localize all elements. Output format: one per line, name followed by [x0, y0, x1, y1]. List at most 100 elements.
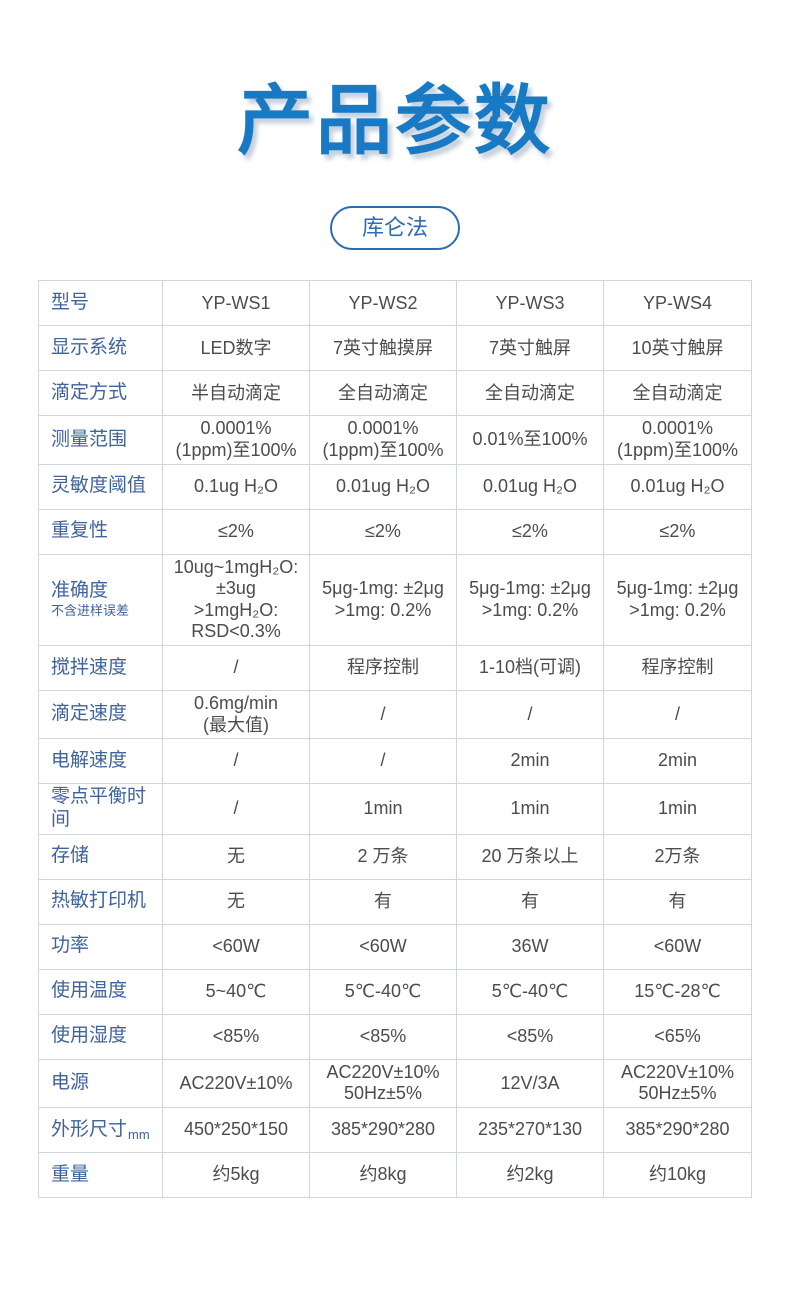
spec-row: 热敏打印机无有有有: [38, 878, 752, 925]
spec-value: <85%: [162, 1013, 310, 1060]
row-label-note: 不含进样误差: [51, 602, 130, 618]
spec-value: 2 万条: [309, 833, 457, 880]
spec-value: 235*270*130: [456, 1106, 604, 1153]
spec-row: 电源 AC220V±10% AC220V±10% 50Hz±5% 12V/3A AC22…: [38, 1058, 752, 1108]
spec-value: 5℃-40℃: [309, 968, 457, 1015]
spec-value: 5μg-1mg: ±2μg >1mg: 0.2%: [603, 553, 752, 646]
spec-value: <85%: [456, 1013, 604, 1060]
spec-value: 10英寸触屏: [603, 325, 752, 372]
spec-row: 准确度 不含进样误差 10ug~1mgH₂O: ±3ug >1mgH₂O: RSD<…: [38, 553, 752, 646]
row-label: 电源: [38, 1058, 163, 1108]
spec-value: 1min: [603, 783, 752, 835]
spec-value: 5μg-1mg: ±2μg >1mg: 0.2%: [456, 553, 604, 646]
spec-value: 0.01ug H₂O: [309, 463, 457, 510]
spec-row: 重量 约5kg 约8kg 约2kg 约10kg: [38, 1151, 752, 1198]
spec-value: 2min: [603, 738, 752, 785]
spec-row: 功率 <60W <60W 36W <60W: [38, 923, 752, 970]
spec-value: 36W: [456, 923, 604, 970]
spec-value: 约5kg: [162, 1151, 310, 1198]
model-name: YP-WS2: [309, 280, 457, 327]
product-spec-page: 产品参数 库仑法 型号 YP-WS1 YP-WS2 YP-WS3 YP-WS4 显示系统 L…: [0, 84, 790, 1198]
spec-value: 450*250*150: [162, 1106, 310, 1153]
spec-row: 外形尺寸mm 450*250*150 385*290*280 235*270*130 3…: [38, 1106, 752, 1153]
spec-value: 0.01%至100%: [456, 415, 604, 465]
spec-row: 电解速度 //2min 2min: [38, 738, 752, 785]
spec-value: ≤2%: [162, 508, 310, 555]
spec-value: AC220V±10% 50Hz±5%: [603, 1058, 752, 1108]
model-name: YP-WS4: [603, 280, 752, 327]
spec-value: 约8kg: [309, 1151, 457, 1198]
spec-value: 12V/3A: [456, 1058, 604, 1108]
spec-value: 0.0001% (1ppm)至100%: [162, 415, 310, 465]
spec-value: ≤2%: [456, 508, 604, 555]
spec-value: <65%: [603, 1013, 752, 1060]
row-label: 外形尺寸mm: [38, 1106, 163, 1153]
row-label: 存储: [38, 833, 163, 880]
model-name: YP-WS3: [456, 280, 604, 327]
row-label: 搅拌速度: [38, 644, 163, 691]
spec-row: 存储无 2 万条 20 万条以上 2万条: [38, 833, 752, 880]
spec-value: 5μg-1mg: ±2μg >1mg: 0.2%: [309, 553, 457, 646]
spec-value: 0.0001% (1ppm)至100%: [309, 415, 457, 465]
spec-value: ≤2%: [309, 508, 457, 555]
spec-row: 搅拌速度 / 程序控制 1-10档(可调) 程序控制: [38, 644, 752, 691]
spec-value: 0.01ug H₂O: [603, 463, 752, 510]
spec-value: /: [603, 689, 752, 740]
spec-value: 全自动滴定: [309, 370, 457, 417]
spec-value: 1min: [456, 783, 604, 835]
spec-row: 滴定方式 半自动滴定 全自动滴定 全自动滴定 全自动滴定: [38, 370, 752, 417]
spec-value: 无: [162, 878, 310, 925]
spec-value: /: [456, 689, 604, 740]
spec-value: 有: [309, 878, 457, 925]
row-label: 重量: [38, 1151, 163, 1198]
spec-table-body: 型号 YP-WS1 YP-WS2 YP-WS3 YP-WS4 显示系统 LED数字 7英寸触摸…: [38, 280, 752, 1198]
spec-value: <60W: [603, 923, 752, 970]
spec-row: 使用温度 5~40℃ 5℃-40℃ 5℃-40℃ 15℃-28℃: [38, 968, 752, 1015]
spec-value: 全自动滴定: [456, 370, 604, 417]
spec-value: 7英寸触摸屏: [309, 325, 457, 372]
row-label: 显示系统: [38, 325, 163, 372]
model-name: YP-WS1: [162, 280, 310, 327]
spec-value: /: [162, 738, 310, 785]
spec-value: 15℃-28℃: [603, 968, 752, 1015]
spec-value: 全自动滴定: [603, 370, 752, 417]
spec-value: 10ug~1mgH₂O: ±3ug >1mgH₂O: RSD<0.3%: [162, 553, 310, 646]
spec-value: 385*290*280: [309, 1106, 457, 1153]
spec-row: 灵敏度阈值 0.1ug H₂O 0.01ug H₂O 0.01ug H₂O 0.01ug…: [38, 463, 752, 510]
page-title: 产品参数: [237, 79, 553, 164]
spec-value: LED数字: [162, 325, 310, 372]
method-badge: 库仑法: [329, 206, 460, 251]
spec-value: 0.0001% (1ppm)至100%: [603, 415, 752, 465]
row-label: 电解速度: [38, 738, 163, 785]
row-label: 使用温度: [38, 968, 163, 1015]
row-label: 热敏打印机: [38, 878, 163, 925]
spec-row: 显示系统 LED数字 7英寸触摸屏 7英寸触屏 10英寸触屏: [38, 325, 752, 372]
spec-value: 无: [162, 833, 310, 880]
row-label-unit: mm: [128, 1126, 150, 1142]
spec-value: 0.6mg/min (最大值): [162, 689, 310, 740]
spec-value: 2min: [456, 738, 604, 785]
spec-value: /: [309, 738, 457, 785]
spec-value: <85%: [309, 1013, 457, 1060]
spec-value: 385*290*280: [603, 1106, 752, 1153]
row-label: 功率: [38, 923, 163, 970]
spec-value: 0.01ug H₂O: [456, 463, 604, 510]
spec-value: <60W: [162, 923, 310, 970]
row-label: 重复性: [38, 508, 163, 555]
row-label: 测量范围: [38, 415, 163, 465]
spec-value: /: [162, 783, 310, 835]
row-label: 灵敏度阈值: [38, 463, 163, 510]
spec-table: 型号 YP-WS1 YP-WS2 YP-WS3 YP-WS4 显示系统 LED数字 7英寸触摸…: [38, 280, 752, 1198]
spec-row: 使用湿度 <85% <85% <85% <65%: [38, 1013, 752, 1060]
spec-value: 约10kg: [603, 1151, 752, 1198]
row-label: 滴定速度: [38, 689, 163, 740]
spec-value: 1min: [309, 783, 457, 835]
spec-value: AC220V±10% 50Hz±5%: [309, 1058, 457, 1108]
method-badge-wrap: 库仑法: [0, 206, 790, 251]
spec-value: 5℃-40℃: [456, 968, 604, 1015]
spec-value: 约2kg: [456, 1151, 604, 1198]
spec-value: 5~40℃: [162, 968, 310, 1015]
spec-value: 7英寸触屏: [456, 325, 604, 372]
spec-row: 滴定速度 0.6mg/min (最大值) / / /: [38, 689, 752, 740]
spec-value: 有: [603, 878, 752, 925]
